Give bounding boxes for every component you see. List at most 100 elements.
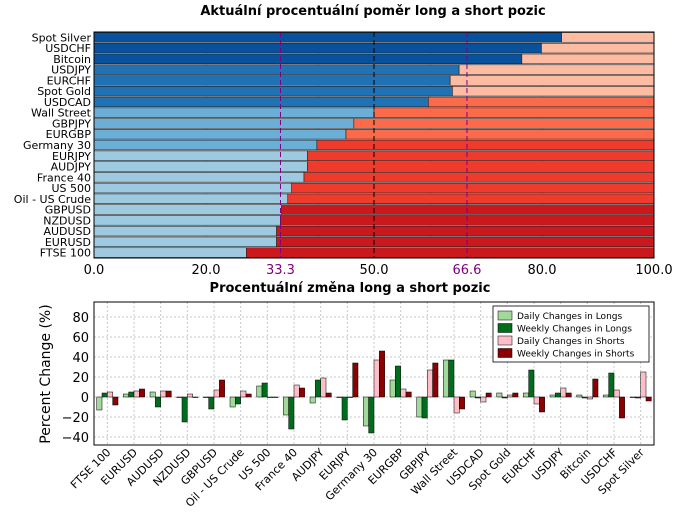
bottom-chart-bars xyxy=(96,350,652,434)
bar-daily-changes-in-shorts xyxy=(347,396,353,398)
bar-daily-changes-in-longs xyxy=(336,396,343,398)
x-tick-label: 50.0 xyxy=(360,263,389,278)
bar-long xyxy=(93,96,429,108)
bottom-chart-frame xyxy=(93,301,655,446)
bar-daily-changes-in-longs xyxy=(203,396,209,398)
x-tick-label: 100.0 xyxy=(635,263,672,278)
bar-weekly-changes-in-longs xyxy=(101,392,108,398)
bar-daily-changes-in-longs xyxy=(603,394,609,398)
bar-weekly-changes-in-shorts xyxy=(405,391,412,398)
bar-daily-changes-in-longs xyxy=(443,359,449,398)
bar-weekly-changes-in-shorts xyxy=(619,396,625,419)
bar-short xyxy=(452,86,655,97)
bar-short xyxy=(316,139,655,151)
bar-short xyxy=(353,118,655,129)
bar-weekly-changes-in-longs xyxy=(128,391,135,398)
bottom-chart-legend: Daily Changes in Longs Weekly Changes in … xyxy=(492,305,650,363)
bar-daily-changes-in-shorts xyxy=(480,396,487,403)
bar-daily-changes-in-longs xyxy=(496,392,503,398)
legend-swatch xyxy=(497,323,513,333)
category-label: France 40 xyxy=(37,171,91,184)
bar-short xyxy=(561,32,655,43)
bar-long xyxy=(93,53,523,65)
bar-daily-changes-in-shorts xyxy=(400,388,407,398)
bar-weekly-changes-in-shorts xyxy=(379,350,385,398)
category-label: Germany 30 xyxy=(23,139,91,152)
bar-weekly-changes-in-longs xyxy=(395,365,401,398)
bar-weekly-changes-in-shorts xyxy=(245,393,252,398)
bar-weekly-changes-in-shorts xyxy=(512,392,519,398)
bar-short xyxy=(276,236,655,248)
bar-daily-changes-in-longs xyxy=(629,396,636,398)
bar-weekly-changes-in-longs xyxy=(555,392,561,398)
category-label: EURUSD xyxy=(45,236,91,249)
y-tick-label: 60 xyxy=(72,331,89,346)
x-tick-label: 66.6 xyxy=(452,263,481,278)
bar-short xyxy=(345,129,655,140)
bar-daily-changes-in-longs xyxy=(256,385,263,398)
category-label: Spot Silver xyxy=(32,31,92,44)
bottom-chart-y-ticks: 80 60 40 20 0 −20 −40 xyxy=(62,311,89,446)
bar-weekly-changes-in-shorts xyxy=(352,362,359,398)
bar-short xyxy=(428,96,655,108)
category-label: AUDUSD xyxy=(43,225,91,238)
bar-weekly-changes-in-longs xyxy=(501,396,508,399)
y-tick-label: 40 xyxy=(72,351,89,366)
x-tick-label: 33.3 xyxy=(266,263,295,278)
bar-long xyxy=(93,86,453,97)
bar-daily-changes-in-longs xyxy=(549,394,556,398)
bar-weekly-changes-in-longs xyxy=(475,396,481,399)
bar-daily-changes-in-shorts xyxy=(453,396,460,414)
bar-weekly-changes-in-longs xyxy=(581,396,588,399)
category-label: EURCHF xyxy=(47,74,91,87)
bar-long xyxy=(93,182,292,194)
bar-daily-changes-in-shorts xyxy=(373,359,380,398)
bar-daily-changes-in-longs xyxy=(176,396,183,398)
y-tick-label: −20 xyxy=(62,411,89,426)
y-tick-label: 20 xyxy=(72,371,89,386)
top-chart-reference-lines xyxy=(279,32,468,258)
bar-weekly-changes-in-shorts xyxy=(165,390,172,398)
bar-short xyxy=(307,161,655,172)
category-label: FTSE 100 xyxy=(40,247,91,260)
bar-daily-changes-in-shorts xyxy=(240,390,247,398)
bar-weekly-changes-in-longs xyxy=(208,396,215,410)
bar-long xyxy=(93,150,308,161)
category-label: USDCAD xyxy=(44,96,91,109)
bar-weekly-changes-in-shorts xyxy=(112,396,119,406)
bottom-chart: Procentuální změna long a short pozic 80… xyxy=(38,281,655,510)
category-label: Bitcoin xyxy=(53,53,91,66)
bar-long xyxy=(93,118,355,129)
bar-long xyxy=(93,161,308,172)
bar-short xyxy=(281,204,655,215)
bar-daily-changes-in-shorts xyxy=(320,377,327,398)
bar-short xyxy=(287,193,655,204)
bar-weekly-changes-in-shorts xyxy=(459,396,465,410)
bar-daily-changes-in-longs xyxy=(389,379,396,398)
bar-weekly-changes-in-longs xyxy=(421,396,428,419)
bar-long xyxy=(93,204,282,215)
bar-short xyxy=(307,150,655,161)
category-label: Wall Street xyxy=(31,107,92,120)
bar-daily-changes-in-shorts xyxy=(533,396,540,405)
category-label: Spot Gold xyxy=(37,85,91,98)
bar-daily-changes-in-shorts xyxy=(213,389,220,398)
category-label: GBPJPY xyxy=(52,117,91,130)
bar-daily-changes-in-shorts xyxy=(507,394,513,398)
bar-long xyxy=(93,107,375,118)
x-tick-label: 0.0 xyxy=(84,263,105,278)
category-label: USDCHF xyxy=(45,42,91,55)
bar-daily-changes-in-shorts xyxy=(293,384,300,398)
bar-weekly-changes-in-longs xyxy=(368,396,375,434)
bar-long xyxy=(93,193,289,204)
category-label: EURJPY xyxy=(52,150,91,163)
bar-daily-changes-in-longs xyxy=(123,393,129,398)
bar-weekly-changes-in-shorts xyxy=(299,387,305,398)
bar-daily-changes-in-shorts xyxy=(587,396,593,400)
bar-weekly-changes-in-shorts xyxy=(565,392,572,398)
legend-swatch xyxy=(497,335,513,346)
bar-long xyxy=(93,32,562,43)
legend-swatch xyxy=(497,310,513,321)
